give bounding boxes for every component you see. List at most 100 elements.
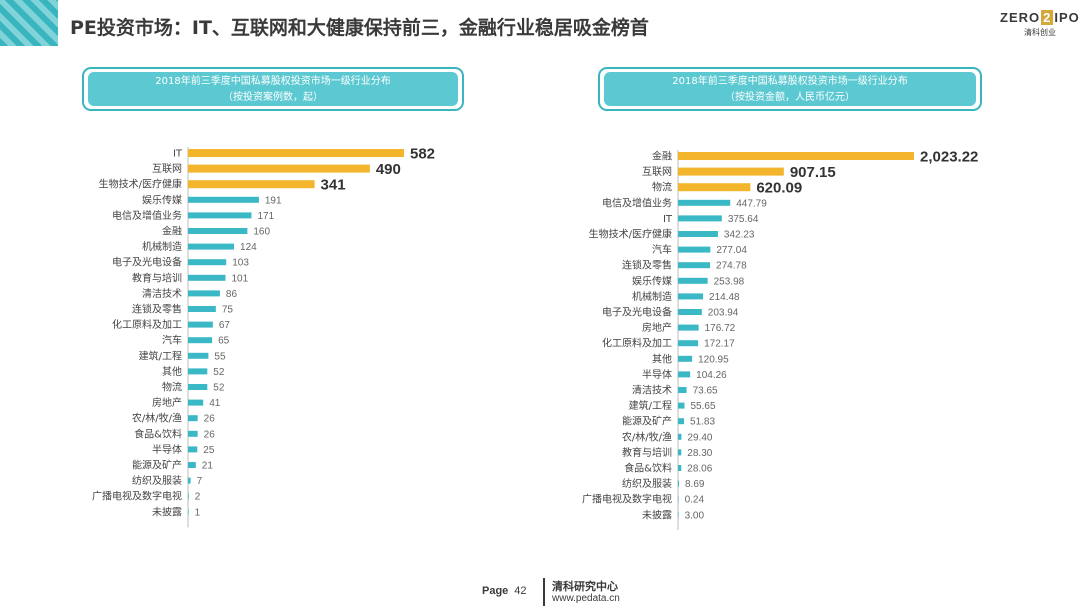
logo-subtitle: 清科创业 <box>1024 28 1056 37</box>
left-chart-title: 2018年前三季度中国私募股权投资市场一级行业分布 （按投资案例数，起） <box>88 72 458 106</box>
left-chart-value-label: 124 <box>240 242 257 253</box>
right-chart-bar <box>678 293 704 300</box>
right-chart-category-label: 教育与培训 <box>622 446 672 459</box>
left-chart-value-label: 1 <box>195 507 201 518</box>
left-chart-value-label: 52 <box>213 367 225 378</box>
left-chart-category-label: 农/林/牧/渔 <box>132 412 182 425</box>
right-chart-bar <box>678 152 914 160</box>
right-chart-value-label: 274.78 <box>716 261 747 272</box>
left-chart-value-label: 582 <box>410 146 435 163</box>
right-chart-value-label: 253.98 <box>714 276 745 287</box>
left-chart-category-label: 生物技术/医疗健康 <box>99 178 182 191</box>
right-chart-header: 2018年前三季度中国私募股权投资市场一级行业分布 （按投资金额，人民币亿元） <box>598 67 982 111</box>
left-chart-value-label: 191 <box>265 195 282 206</box>
footer-url: www.pedata.cn <box>552 593 620 604</box>
left-chart-bar <box>188 430 198 437</box>
left-chart-bar <box>188 164 370 173</box>
right-chart-bar <box>678 199 731 206</box>
page-indicator: Page 42 <box>482 585 527 597</box>
right-chart-bar <box>678 371 691 378</box>
left-chart-value-label: 26 <box>204 414 216 425</box>
footer-org: 清科研究中心 <box>552 580 618 593</box>
left-chart-category-label: 教育与培训 <box>132 271 182 284</box>
left-chart-category-label: 建筑/工程 <box>139 349 182 362</box>
right-chart-value-label: 55.65 <box>690 401 715 412</box>
left-chart-value-label: 65 <box>218 336 230 347</box>
right-chart-bar <box>678 183 751 192</box>
left-chart-value-label: 75 <box>222 305 234 316</box>
right-chart-value-label: 447.79 <box>736 198 767 209</box>
right-chart-value-label: 214.48 <box>709 292 740 303</box>
right-chart-value-label: 620.09 <box>756 180 802 197</box>
left-chart-category-label: 广播电视及数字电视 <box>92 490 182 503</box>
right-chart-category-label: IT <box>663 214 673 225</box>
left-chart-bar <box>188 446 198 453</box>
right-chart-category-label: 连锁及零售 <box>622 259 672 272</box>
right-chart-bar <box>678 480 680 487</box>
left-chart-bar <box>188 243 235 250</box>
right-chart-bar <box>678 387 687 393</box>
right-chart-category-label: 汽车 <box>652 243 672 256</box>
left-chart-bar <box>188 384 208 390</box>
left-chart-category-label: 物流 <box>162 381 182 394</box>
right-chart-category-label: 能源及矿产 <box>622 415 672 428</box>
right-chart-category-label: 生物技术/医疗健康 <box>589 228 672 241</box>
left-chart-bar <box>188 290 220 297</box>
left-chart-bar <box>188 259 227 266</box>
right-chart-category-label: 半导体 <box>642 368 672 381</box>
right-chart-value-label: 73.65 <box>693 386 718 397</box>
corner-decoration <box>0 0 58 46</box>
left-chart-header: 2018年前三季度中国私募股权投资市场一级行业分布 （按投资案例数，起） <box>82 67 464 111</box>
right-chart-category-label: 建筑/工程 <box>629 399 672 412</box>
right-chart-bar <box>678 496 679 503</box>
footer-divider <box>543 578 545 606</box>
left-chart-bar <box>188 228 248 234</box>
left-chart-title-line1: 2018年前三季度中国私募股权投资市场一级行业分布 <box>155 76 391 87</box>
logo-right: IPO <box>1054 10 1080 25</box>
left-chart-category-label: 化工原料及加工 <box>112 318 182 331</box>
right-chart-bar <box>678 433 682 440</box>
left-chart-value-label: 26 <box>204 429 216 440</box>
right-chart-bar <box>678 402 685 409</box>
left-chart-bar <box>188 212 252 219</box>
right-chart-category-label: 物流 <box>652 181 672 194</box>
right-chart-value-label: 8.69 <box>685 479 705 490</box>
left-chart-value-label: 21 <box>202 461 214 472</box>
left-chart-bar <box>188 508 189 515</box>
left-chart-value-label: 2 <box>195 492 201 503</box>
page-label: Page <box>482 585 509 597</box>
left-chart-category-label: 食品&饮料 <box>134 427 182 440</box>
left-chart-category-label: 其他 <box>162 365 182 378</box>
right-chart-bar <box>678 277 708 284</box>
left-chart-category-label: IT <box>173 149 183 160</box>
left-chart-bar <box>188 415 198 422</box>
left-chart-value-label: 341 <box>321 177 346 194</box>
left-chart-bar <box>188 337 213 344</box>
left-chart-bar <box>188 477 191 484</box>
right-chart-bar <box>678 418 685 425</box>
left-chart-bar <box>188 368 208 375</box>
left-chart-bar <box>188 306 216 312</box>
right-chart-value-label: 104.26 <box>696 370 727 381</box>
left-chart-category-label: 房地产 <box>152 396 182 409</box>
logo-mid: 2 <box>1041 10 1054 25</box>
right-chart-category-label: 农/林/牧/渔 <box>622 430 672 443</box>
left-chart-category-label: 半导体 <box>152 443 182 456</box>
brand-logo: ZERO 2 IPO 清科创业 <box>1000 10 1080 44</box>
right-chart-value-label: 3.00 <box>685 510 705 521</box>
left-chart-value-label: 41 <box>209 398 221 409</box>
left-chart-value-label: 52 <box>213 383 225 394</box>
left-chart-bar <box>188 493 189 500</box>
right-chart-category-label: 电信及增值业务 <box>602 196 672 209</box>
left-chart-title-line2: （按投资案例数，起） <box>223 92 323 103</box>
right-chart-bar <box>678 324 699 331</box>
left-chart-category-label: 清洁技术 <box>142 287 182 300</box>
right-chart-bar <box>678 340 699 347</box>
left-chart-category-label: 汽车 <box>162 334 182 347</box>
right-chart-category-label: 食品&饮料 <box>624 462 672 475</box>
right-chart-category-label: 机械制造 <box>632 290 672 303</box>
left-chart-value-label: 25 <box>203 445 215 456</box>
left-chart-category-label: 未披露 <box>152 505 182 518</box>
right-chart-category-label: 其他 <box>652 352 672 365</box>
